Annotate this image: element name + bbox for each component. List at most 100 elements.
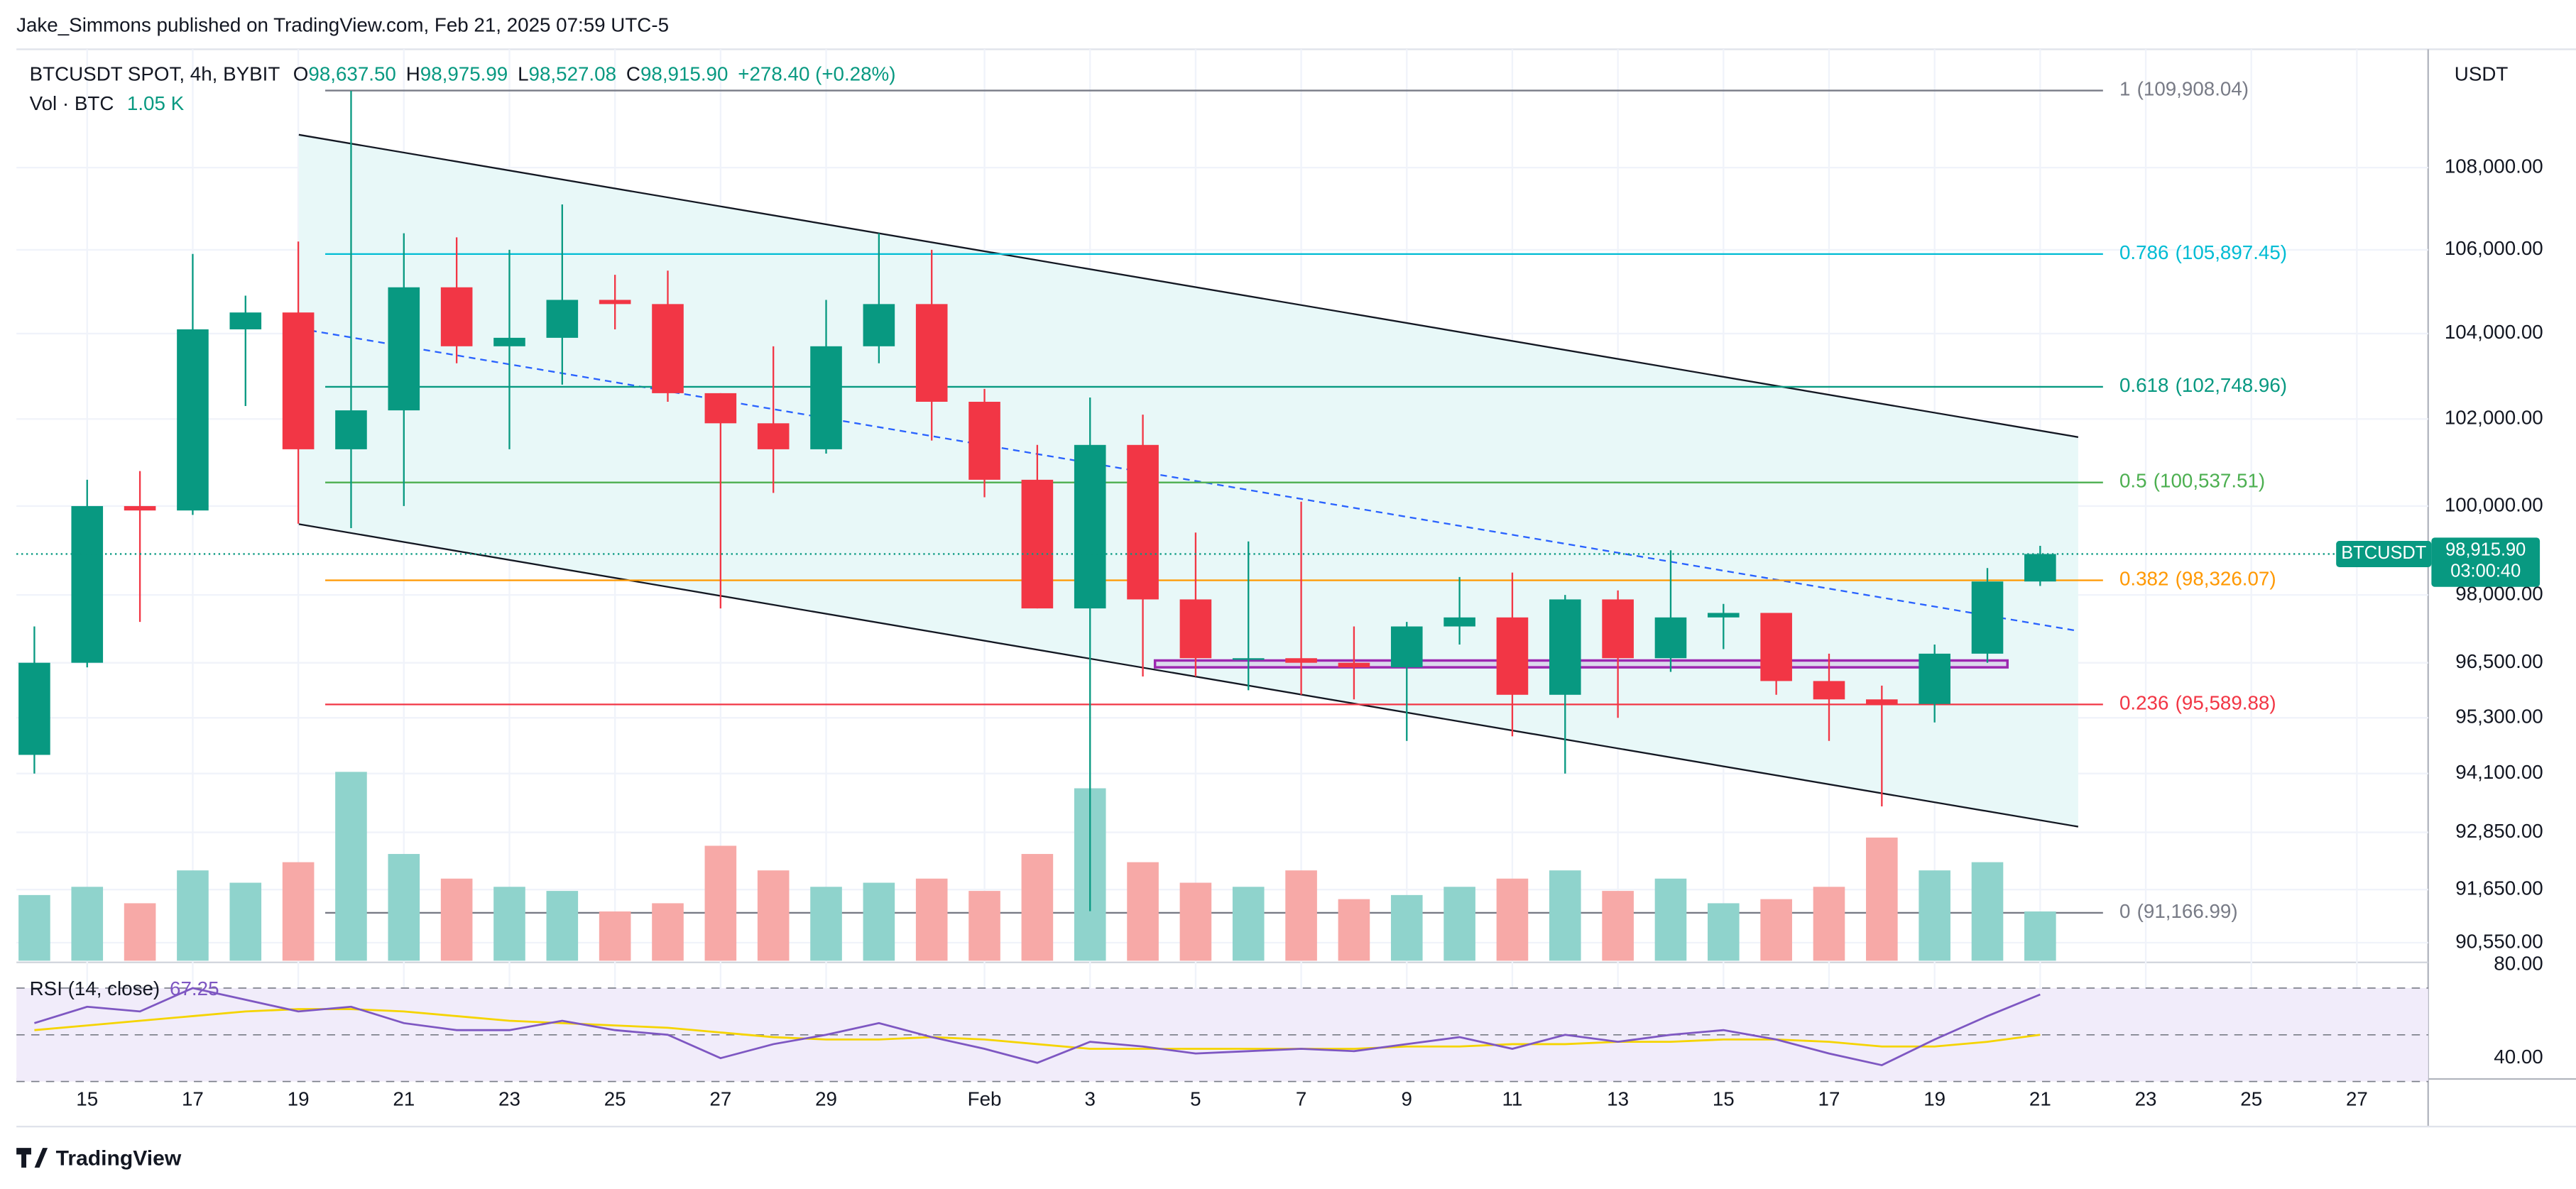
- candle-body: [1074, 444, 1106, 609]
- fib-level: 0.618: [2119, 374, 2168, 396]
- candle-body: [1285, 658, 1317, 663]
- x-tick-label: 13: [1607, 1087, 1629, 1109]
- candle-body: [1338, 662, 1370, 668]
- fib-level: 0.5: [2119, 470, 2147, 492]
- x-tick-label: 11: [1502, 1087, 1523, 1109]
- ohlc-key: O: [293, 63, 309, 85]
- candle-body: [1127, 444, 1159, 600]
- volume-title: Vol · BTC: [30, 92, 114, 114]
- candle-body: [652, 304, 684, 393]
- y-tick-label: 95,300.00: [2455, 706, 2543, 728]
- y-tick-label: 102,000.00: [2445, 407, 2543, 429]
- fib-label: 0.382 (98,326.07): [2119, 568, 2276, 590]
- logo-mark: [16, 1148, 48, 1168]
- candle-body: [388, 287, 420, 411]
- volume-bar: [1919, 870, 1950, 961]
- candle-body: [1390, 626, 1423, 668]
- fib-label: 0 (91,166.99): [2119, 900, 2238, 922]
- candle-body: [915, 304, 948, 402]
- x-tick-label: 27: [2346, 1087, 2368, 1109]
- x-tick-label: Feb: [968, 1087, 1002, 1109]
- y-tick-label: 91,650.00: [2455, 877, 2543, 899]
- volume-value: 1.05 K: [127, 92, 185, 114]
- fib-level: 1: [2119, 78, 2130, 100]
- footer-logo: TradingView: [16, 1146, 182, 1170]
- rsi-legend: RSI (14, close) 67.25: [30, 977, 219, 999]
- volume-bar: [599, 911, 631, 961]
- y-tick-label: 96,500.00: [2455, 650, 2543, 672]
- volume-bar: [1971, 862, 2004, 961]
- x-tick-label: 9: [1402, 1087, 1412, 1109]
- fib-label: 0.786 (105,897.45): [2119, 241, 2287, 263]
- x-tick-label: 15: [1713, 1087, 1735, 1109]
- volume-bar: [968, 891, 1000, 961]
- volume-bar: [1602, 891, 1634, 961]
- volume-bar: [71, 887, 104, 961]
- y-tick-label: 94,100.00: [2455, 761, 2543, 783]
- candle-body: [968, 401, 1000, 480]
- fib-level: 0.786: [2119, 241, 2168, 263]
- volume-bar: [863, 882, 895, 961]
- change: +278.40 (+0.28%): [738, 63, 895, 85]
- candle-body: [757, 423, 790, 449]
- x-tick-label: 19: [1923, 1087, 1945, 1109]
- volume-bar: [546, 891, 579, 961]
- volume-bar: [124, 903, 156, 961]
- x-tick-label: 3: [1085, 1087, 1096, 1109]
- volume-bar: [1654, 878, 1687, 961]
- candle-body: [1866, 699, 1898, 704]
- symbol: BTCUSDT SPOT, 4h, BYBIT: [30, 63, 280, 85]
- x-tick-label: 17: [182, 1087, 204, 1109]
- countdown: 03:00:40: [2450, 561, 2521, 581]
- ohlc-value: 98,915.90: [640, 63, 728, 85]
- fib-price: (102,748.96): [2176, 374, 2287, 396]
- channel-lower: [298, 523, 2079, 828]
- candle-body: [1443, 617, 1475, 627]
- volume-bar: [1338, 899, 1370, 961]
- last-symbol-tag: [2336, 540, 2432, 567]
- volume-bar: [282, 862, 315, 961]
- x-tick-label: 21: [393, 1087, 415, 1109]
- candle-body: [18, 662, 50, 755]
- volume-bar: [1760, 899, 1792, 961]
- volume-bar: [18, 894, 50, 961]
- publish-note: Jake_Simmons published on TradingView.co…: [16, 13, 669, 35]
- candle-body: [2024, 554, 2056, 582]
- fib-label: 1 (109,908.04): [2119, 78, 2249, 100]
- volume-bar: [493, 887, 525, 961]
- x-tick-label: 21: [2029, 1087, 2051, 1109]
- volume-bar: [1496, 878, 1529, 961]
- currency-label: USDT: [2455, 63, 2509, 85]
- volume-bar: [1866, 837, 1898, 961]
- fib-price: (91,166.99): [2137, 900, 2238, 922]
- volume-bar: [1443, 887, 1475, 961]
- rsi-tick-label: 80.00: [2494, 952, 2543, 974]
- y-tick-label: 106,000.00: [2445, 237, 2543, 259]
- ohlc-key: L: [518, 63, 528, 85]
- candle-body: [229, 312, 262, 329]
- fib-label: 0.618 (102,748.96): [2119, 374, 2287, 396]
- x-tick-label: 17: [1818, 1087, 1840, 1109]
- rsi-line: [34, 987, 2041, 1067]
- volume-bar: [810, 887, 842, 961]
- candle-body: [704, 393, 737, 424]
- x-tick-label: 29: [815, 1087, 837, 1109]
- candle-body: [1496, 617, 1529, 695]
- volume-bar: [335, 772, 367, 961]
- fib-label: 0.236 (95,589.88): [2119, 692, 2276, 714]
- x-tick-label: 5: [1190, 1087, 1201, 1109]
- last-price: 98,915.90: [2445, 540, 2526, 560]
- x-tick-label: 15: [76, 1087, 98, 1109]
- ohlc-key: C: [626, 63, 640, 85]
- candle-body: [1971, 581, 2004, 654]
- zone: [1153, 659, 2009, 669]
- volume-bar: [440, 878, 473, 961]
- fib-price: (98,326.07): [2176, 568, 2276, 590]
- candle-body: [546, 300, 579, 338]
- x-tick-label: 23: [2135, 1087, 2157, 1109]
- fib-price: (105,897.45): [2176, 241, 2287, 263]
- candle-body: [863, 304, 895, 346]
- volume-bar: [2024, 911, 2056, 961]
- fib-level: 0.236: [2119, 692, 2168, 714]
- ohlc-key: H: [406, 63, 420, 85]
